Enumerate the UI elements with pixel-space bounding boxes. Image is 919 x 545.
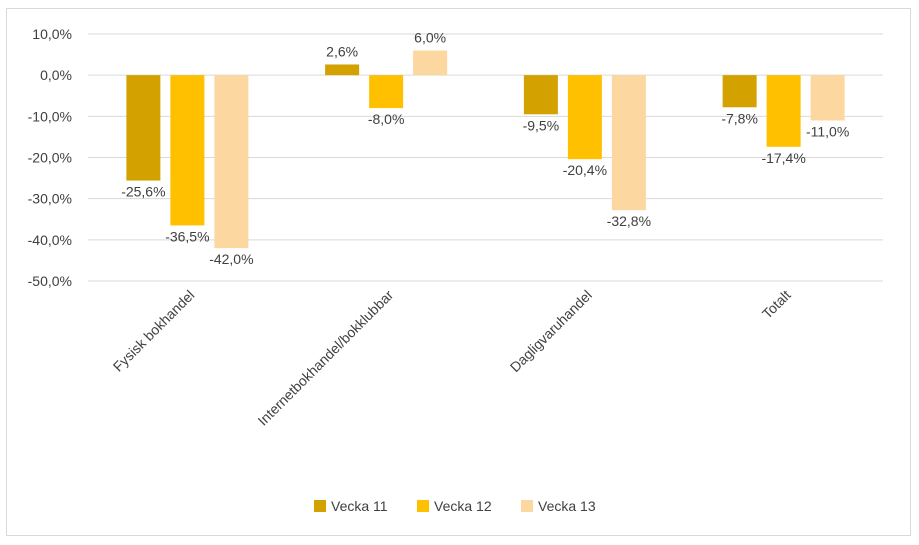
data-label: -17,4% [761, 150, 805, 166]
legend-label: Vecka 12 [434, 498, 492, 514]
data-label: -11,0% [806, 123, 849, 139]
legend-swatch [417, 500, 429, 512]
data-label: 2,6% [326, 43, 358, 59]
data-label: -32,8% [607, 213, 651, 229]
legend-swatch [521, 500, 533, 512]
data-label: -9,5% [523, 117, 560, 133]
bar [325, 64, 360, 76]
y-tick-label: 0,0% [40, 67, 72, 83]
data-label: -42,0% [209, 251, 253, 267]
legend: Vecka 11 Vecka 12 Vecka 13 [314, 498, 596, 514]
bar [126, 75, 161, 181]
bar [413, 50, 448, 76]
data-label: -20,4% [563, 162, 607, 178]
bar [567, 75, 602, 160]
x-category-label: Internetbokhandel/bokklubbar [254, 287, 396, 429]
y-tick-label: -40,0% [28, 232, 72, 248]
data-labels: -25,6% -36,5%-42,0% 2,6% -8,0% 6,0% -9,5% -20,… [121, 29, 849, 267]
x-category-label: Fysisk bokhandel [110, 287, 198, 375]
legend-label: Vecka 13 [538, 498, 596, 514]
bar [611, 75, 646, 211]
x-category-label: Totalt [759, 287, 794, 322]
bar [810, 75, 845, 121]
bar [170, 75, 205, 226]
bar [369, 75, 404, 109]
legend-label: Vecka 11 [331, 498, 388, 514]
bars [126, 50, 845, 249]
data-label: -36,5% [165, 228, 209, 244]
data-label: -7,8% [721, 110, 758, 126]
y-tick-label: -20,0% [28, 150, 72, 166]
bar [722, 75, 757, 108]
legend-swatch [314, 500, 326, 512]
y-tick-label: 10,0% [32, 26, 72, 42]
y-tick-label: -50,0% [28, 273, 72, 289]
y-tick-label: -30,0% [28, 191, 72, 207]
x-axis-category-labels: Fysisk bokhandel Internetbokhandel/bokklu… [110, 287, 794, 429]
data-label: -25,6% [121, 184, 165, 200]
y-axis-tick-labels: 10,0% 0,0% -10,0% -20,0% -30,0% -40,0% -50,0% [28, 26, 72, 289]
bar [766, 75, 801, 147]
x-category-label: Dagligvaruhandel [507, 287, 595, 375]
data-label: -8,0% [368, 111, 405, 127]
data-label: 6,0% [414, 29, 446, 45]
bar [523, 75, 558, 115]
y-tick-label: -10,0% [28, 108, 72, 124]
bar [214, 75, 249, 249]
